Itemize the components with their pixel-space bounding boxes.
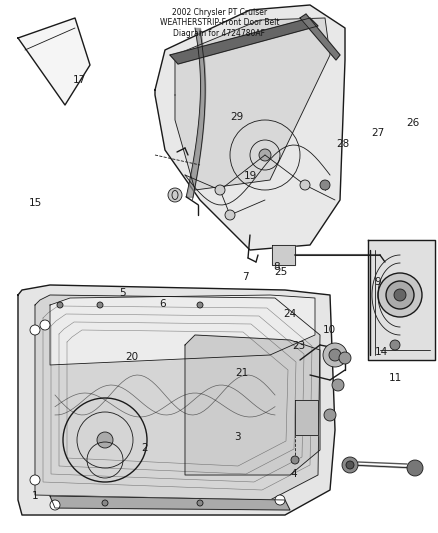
Circle shape <box>323 409 335 421</box>
Polygon shape <box>35 295 319 500</box>
Text: 27: 27 <box>370 128 383 138</box>
Polygon shape <box>294 400 317 435</box>
Text: 10: 10 <box>322 326 335 335</box>
Circle shape <box>197 500 202 506</box>
Text: 19: 19 <box>243 171 256 181</box>
Text: 29: 29 <box>230 112 243 122</box>
Text: 23: 23 <box>291 342 304 351</box>
Text: 26: 26 <box>405 118 418 127</box>
Circle shape <box>331 379 343 391</box>
Polygon shape <box>367 240 434 360</box>
Text: 4: 4 <box>290 470 297 479</box>
Text: 14: 14 <box>374 347 388 357</box>
Text: 20: 20 <box>125 352 138 362</box>
Circle shape <box>290 456 298 464</box>
Circle shape <box>377 273 421 317</box>
Text: 9: 9 <box>373 278 380 287</box>
Polygon shape <box>299 14 339 60</box>
Polygon shape <box>170 18 317 64</box>
Circle shape <box>168 188 182 202</box>
Text: 2002 Chrysler PT Cruiser
WEATHERSTRIP-Front Door Belt
Diagram for 4724780AF: 2002 Chrysler PT Cruiser WEATHERSTRIP-Fr… <box>159 8 279 38</box>
Text: 8: 8 <box>272 262 279 271</box>
Text: 15: 15 <box>28 198 42 207</box>
Text: 25: 25 <box>274 267 287 277</box>
Circle shape <box>393 289 405 301</box>
Circle shape <box>97 302 103 308</box>
Circle shape <box>197 302 202 308</box>
Circle shape <box>225 210 234 220</box>
Text: 5: 5 <box>119 288 126 298</box>
Polygon shape <box>184 335 319 475</box>
Circle shape <box>30 475 40 485</box>
Circle shape <box>385 281 413 309</box>
Text: 21: 21 <box>234 368 247 378</box>
Polygon shape <box>50 295 314 365</box>
Circle shape <box>102 500 108 506</box>
Polygon shape <box>50 496 290 510</box>
Circle shape <box>30 325 40 335</box>
Circle shape <box>40 320 50 330</box>
Circle shape <box>328 349 340 361</box>
Polygon shape <box>155 5 344 250</box>
Text: 28: 28 <box>335 139 348 149</box>
Polygon shape <box>272 245 294 265</box>
Text: 17: 17 <box>72 75 85 85</box>
Circle shape <box>258 149 270 161</box>
Circle shape <box>50 500 60 510</box>
Text: 3: 3 <box>233 432 240 442</box>
Circle shape <box>341 457 357 473</box>
Text: 6: 6 <box>159 299 166 309</box>
Text: 2: 2 <box>141 443 148 453</box>
Polygon shape <box>18 18 90 105</box>
Text: 24: 24 <box>283 310 296 319</box>
Circle shape <box>57 302 63 308</box>
Circle shape <box>345 461 353 469</box>
Circle shape <box>299 180 309 190</box>
Text: 7: 7 <box>242 272 249 282</box>
Text: 11: 11 <box>388 374 401 383</box>
Text: 1: 1 <box>32 491 39 500</box>
Circle shape <box>389 340 399 350</box>
Circle shape <box>406 460 422 476</box>
Polygon shape <box>18 285 334 515</box>
Polygon shape <box>175 18 329 190</box>
Circle shape <box>338 352 350 364</box>
Circle shape <box>322 343 346 367</box>
Circle shape <box>97 432 113 448</box>
Circle shape <box>274 495 284 505</box>
Circle shape <box>319 180 329 190</box>
Circle shape <box>215 185 225 195</box>
